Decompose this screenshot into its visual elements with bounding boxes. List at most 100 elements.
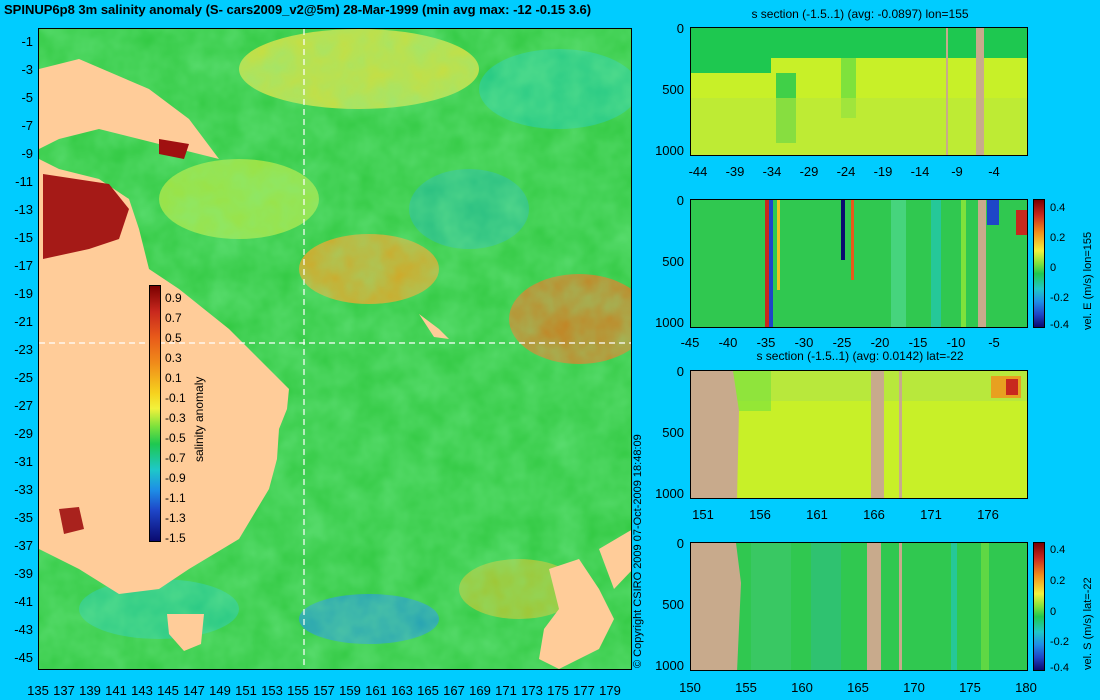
vel-e-colorbar-tick: -0.4 bbox=[1050, 319, 1069, 331]
salinity-map[interactable] bbox=[38, 28, 632, 670]
section-1-canvas bbox=[691, 28, 1027, 155]
map-lon-tick: 149 bbox=[209, 683, 231, 698]
panel-3-ytick: 500 bbox=[662, 425, 684, 440]
colorbar-tick: 0.1 bbox=[165, 371, 182, 385]
map-lon-tick: 173 bbox=[521, 683, 543, 698]
panel-2-xtick: -35 bbox=[756, 335, 776, 350]
colorbar-tick: -1.3 bbox=[165, 511, 186, 525]
salinity-colorbar bbox=[149, 285, 161, 542]
tasmania-land bbox=[167, 614, 204, 651]
page-title: SPINUP6p8 3m salinity anomaly (S- cars20… bbox=[4, 2, 592, 17]
colorbar-tick: -0.1 bbox=[165, 391, 186, 405]
section-4-canvas bbox=[691, 543, 1027, 670]
map-lat-tick: -13 bbox=[14, 202, 33, 217]
vel-s-colorbar-tick: 0.2 bbox=[1050, 575, 1066, 587]
panel-1-ytick: 500 bbox=[662, 82, 684, 97]
colorbar-tick: -0.7 bbox=[165, 451, 186, 465]
panel-1-ytick: 1000 bbox=[655, 143, 684, 158]
panel-3-xtick: 171 bbox=[920, 507, 942, 522]
map-lat-tick: -37 bbox=[14, 538, 33, 553]
vel-s-colorbar-tick: 0 bbox=[1050, 606, 1057, 618]
new-zealand-land bbox=[539, 559, 614, 669]
map-lon-tick: 153 bbox=[261, 683, 283, 698]
section-2-canvas bbox=[691, 200, 1027, 327]
new-caledonia-land bbox=[419, 314, 449, 339]
map-lon-tick: 171 bbox=[495, 683, 517, 698]
new-guinea-land bbox=[39, 59, 219, 159]
map-canvas bbox=[39, 29, 631, 669]
panel-3-xtick: 151 bbox=[692, 507, 714, 522]
panel-2-xtick: -15 bbox=[908, 335, 928, 350]
map-lat-tick: -27 bbox=[14, 398, 33, 413]
panel-4-ytick: 500 bbox=[662, 597, 684, 612]
panel-1-xtick: -29 bbox=[799, 164, 819, 179]
panel-1-xtick: -44 bbox=[688, 164, 708, 179]
map-lat-tick: -25 bbox=[14, 370, 33, 385]
map-lat-tick: -1 bbox=[21, 34, 33, 49]
colorbar-tick: -1.5 bbox=[165, 531, 186, 545]
map-lon-tick: 169 bbox=[469, 683, 491, 698]
panel-1-title: s section (-1.5..1) (avg: -0.0897) lon=1… bbox=[751, 7, 969, 21]
panel-3-ytick: 1000 bbox=[655, 486, 684, 501]
panel-2-xtick: -30 bbox=[794, 335, 814, 350]
section-panel-3[interactable] bbox=[690, 370, 1028, 499]
map-lon-tick: 179 bbox=[599, 683, 621, 698]
section-panel-2[interactable] bbox=[690, 199, 1028, 328]
map-lat-tick: -15 bbox=[14, 230, 33, 245]
colorbar-tick: -0.9 bbox=[165, 471, 186, 485]
colorbar-tick: 0.7 bbox=[165, 311, 182, 325]
map-lon-tick: 157 bbox=[313, 683, 335, 698]
panel-1-xtick: -24 bbox=[836, 164, 856, 179]
map-lon-tick: 143 bbox=[131, 683, 153, 698]
map-lat-tick: -3 bbox=[21, 62, 33, 77]
panel-4-xtick: 170 bbox=[903, 680, 925, 695]
map-lat-tick: -11 bbox=[15, 174, 33, 189]
map-lat-tick: -43 bbox=[14, 622, 33, 637]
map-lat-tick: -31 bbox=[14, 454, 33, 469]
vel-s-colorbar-label: vel. S (m/s) lat=-22 bbox=[1082, 577, 1094, 670]
vel-s-colorbar-tick: -0.4 bbox=[1050, 662, 1069, 674]
colorbar-tick: -0.3 bbox=[165, 411, 186, 425]
vel-s-colorbar-tick: -0.2 bbox=[1050, 636, 1069, 648]
map-lon-tick: 167 bbox=[443, 683, 465, 698]
panel-1-xtick: -9 bbox=[951, 164, 963, 179]
map-lon-tick: 165 bbox=[417, 683, 439, 698]
panel-3-xtick: 176 bbox=[977, 507, 999, 522]
vel-e-colorbar bbox=[1033, 199, 1045, 328]
vel-e-colorbar-label: vel. E (m/s) lon=155 bbox=[1082, 231, 1094, 330]
panel-4-xtick: 175 bbox=[959, 680, 981, 695]
map-lon-tick: 177 bbox=[573, 683, 595, 698]
vel-e-colorbar-tick: 0 bbox=[1050, 262, 1057, 274]
panel-4-xtick: 180 bbox=[1015, 680, 1037, 695]
panel-4-xtick: 165 bbox=[847, 680, 869, 695]
map-lat-tick: -39 bbox=[14, 566, 33, 581]
map-lat-tick: -45 bbox=[14, 650, 33, 665]
map-lon-tick: 151 bbox=[235, 683, 257, 698]
panel-3-xtick: 166 bbox=[863, 507, 885, 522]
panel-1-xtick: -39 bbox=[725, 164, 745, 179]
panel-2-ytick: 1000 bbox=[655, 315, 684, 330]
map-lon-tick: 135 bbox=[27, 683, 49, 698]
australia-land bbox=[39, 159, 289, 594]
section-panel-4[interactable] bbox=[690, 542, 1028, 671]
panel-2-ytick: 0 bbox=[676, 193, 684, 208]
vel-s-colorbar-tick: 0.4 bbox=[1050, 544, 1066, 556]
panel-1-xtick: -14 bbox=[910, 164, 930, 179]
map-lat-tick: -5 bbox=[21, 90, 33, 105]
panel-4-xtick: 150 bbox=[679, 680, 701, 695]
colorbar-tick: 0.5 bbox=[165, 331, 182, 345]
panel-3-ytick: 0 bbox=[676, 364, 684, 379]
panel-2-xtick: -5 bbox=[988, 335, 1000, 350]
panel-3-xtick: 156 bbox=[749, 507, 771, 522]
colorbar-tick: 0.9 bbox=[165, 291, 182, 305]
map-lon-tick: 145 bbox=[157, 683, 179, 698]
map-lon-tick: 141 bbox=[105, 683, 127, 698]
vel-s-colorbar bbox=[1033, 542, 1045, 671]
panel-4-xtick: 155 bbox=[735, 680, 757, 695]
section-panel-1[interactable] bbox=[690, 27, 1028, 156]
panel-4-xtick: 160 bbox=[791, 680, 813, 695]
map-lat-tick: -9 bbox=[21, 146, 33, 161]
colorbar-tick: -0.5 bbox=[165, 431, 186, 445]
panel-2-xtick: -20 bbox=[870, 335, 890, 350]
map-lat-tick: -35 bbox=[14, 510, 33, 525]
